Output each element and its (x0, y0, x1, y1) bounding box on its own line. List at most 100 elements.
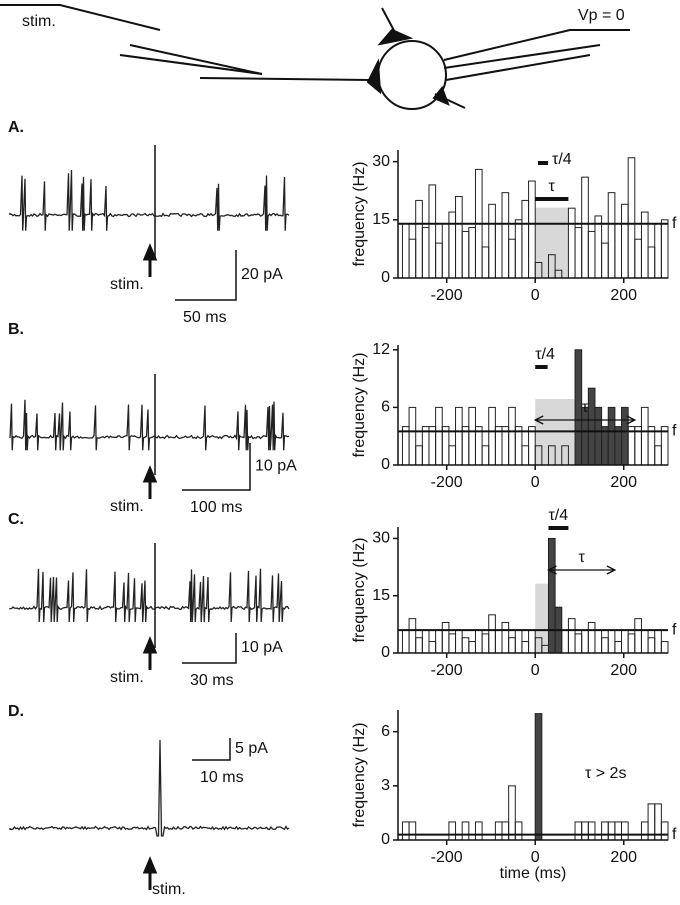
bar (401, 629, 410, 654)
y-tick-label: 30 (372, 530, 390, 547)
bar (647, 246, 656, 279)
pipette (199, 77, 371, 81)
annotation: τ/4 (535, 346, 555, 363)
y-tick-label: 15 (372, 211, 390, 228)
bar (408, 821, 417, 841)
bar (408, 406, 417, 466)
bar (508, 406, 516, 466)
bar (428, 184, 437, 279)
panel: 0 3 6 -200 0 200 f frequency (Hz) time (ms) τ > 2… (9, 710, 677, 890)
bar (561, 629, 569, 654)
bar (528, 180, 536, 279)
bar (521, 445, 530, 466)
bar (461, 230, 470, 279)
bar (435, 629, 443, 654)
annotation: τ (579, 549, 586, 566)
dendrite-base (366, 58, 382, 95)
y-tick-label: 6 (381, 399, 390, 416)
x-tick-label: -200 (431, 849, 463, 866)
scale-x-label: 100 ms (190, 499, 242, 516)
bar (415, 637, 423, 654)
bar (614, 641, 623, 654)
bar (567, 618, 576, 654)
panel-label: D. (8, 703, 24, 720)
bar (614, 223, 623, 279)
bar (468, 227, 476, 279)
bar (494, 821, 503, 841)
bar (528, 629, 536, 654)
y-axis-label: frequency (Hz) (351, 538, 368, 643)
bar (455, 629, 463, 654)
y-tick-label: 6 (381, 723, 390, 740)
y-axis-label: frequency (Hz) (351, 162, 368, 267)
scale-y-label: 10 pA (255, 458, 297, 475)
bar (468, 641, 476, 654)
bar (594, 215, 603, 279)
bar (574, 349, 583, 466)
bar (634, 238, 642, 279)
f-label: f (672, 621, 677, 638)
bar (660, 641, 669, 654)
vp-label: Vp = 0 (578, 7, 625, 24)
bar (501, 821, 510, 841)
bar (574, 633, 583, 654)
stim-arrow (142, 243, 158, 277)
pipette (129, 44, 263, 75)
bar (441, 621, 450, 654)
x-tick-label: -200 (431, 287, 463, 304)
stim-label: stim. (110, 498, 144, 515)
bar (408, 238, 417, 279)
y-axis-label: frequency (Hz) (351, 723, 368, 828)
y-tick-label: 12 (372, 341, 390, 358)
x-tick-label: 200 (610, 662, 637, 679)
panel-label: A. (8, 119, 24, 136)
bar (415, 199, 423, 279)
bar (508, 238, 516, 279)
bar (448, 445, 457, 466)
tau-arrow (533, 415, 637, 425)
y-axis-label: frequency (Hz) (351, 353, 368, 458)
bar (647, 637, 656, 654)
bar (587, 621, 596, 654)
y-tick-label: 0 (381, 644, 390, 661)
bar (621, 821, 629, 841)
scale-y-label: 20 pA (241, 266, 283, 283)
stim-arrow (142, 636, 158, 670)
bar (481, 445, 490, 466)
bar (421, 629, 430, 654)
bar (601, 637, 609, 654)
x-tick-label: 0 (531, 662, 540, 679)
bar (634, 618, 642, 654)
x-tick-label: -200 (431, 662, 463, 679)
bar (640, 211, 649, 279)
bar (461, 637, 470, 654)
annotation: τ (582, 399, 589, 416)
panel: 0 6 12 -200 0 200 f frequency (Hz) τ/4 τ (9, 341, 677, 499)
bar (574, 821, 583, 841)
bar (627, 157, 636, 279)
bar (581, 821, 589, 841)
bar (601, 821, 609, 841)
bar (441, 223, 450, 279)
bar (581, 176, 589, 279)
stim-label: stim. (110, 669, 144, 686)
y-tick-label: 15 (372, 587, 390, 604)
trace (9, 568, 290, 623)
bar (408, 618, 417, 654)
bar (587, 230, 596, 279)
bar (607, 821, 616, 841)
x-tick-label: 200 (610, 287, 637, 304)
annotation: τ > 2s (585, 765, 626, 782)
bar (474, 629, 483, 654)
scale-x-label: 50 ms (183, 309, 227, 326)
bar (594, 629, 603, 654)
bar (428, 641, 437, 654)
bar (488, 203, 496, 279)
bar (521, 641, 530, 654)
annotation: τ (548, 178, 555, 195)
bar (567, 207, 576, 279)
bar (581, 629, 589, 654)
bar (435, 406, 443, 466)
bar (594, 406, 603, 466)
scale-y-label: 5 pA (235, 740, 268, 757)
